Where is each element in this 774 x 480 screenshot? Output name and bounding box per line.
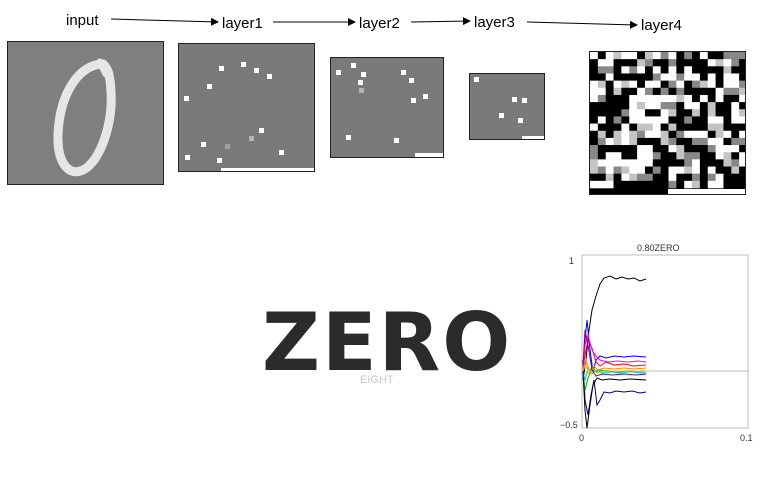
y-tick-top: 1 <box>569 256 575 266</box>
series-orange <box>582 358 647 374</box>
arrow-layer2-layer3 <box>410 17 471 26</box>
layer1-activation-map <box>178 43 315 172</box>
layer2-activation-map <box>330 57 444 158</box>
x-tick-right: 0.1 <box>740 433 753 443</box>
y-tick-bottom: −0.5 <box>560 420 578 430</box>
label-layer4: layer4 <box>641 17 682 34</box>
secondary-class-label: EIGHT <box>360 374 394 386</box>
label-layer1: layer1 <box>222 15 263 32</box>
series-purple <box>582 329 647 377</box>
series-red <box>582 338 647 371</box>
predicted-class-label: ZERO <box>262 296 513 389</box>
series-black-low <box>582 371 647 429</box>
label-layer2: layer2 <box>359 15 400 32</box>
layer4-pixel-grid <box>590 52 745 194</box>
series-cyan <box>582 366 647 381</box>
label-input: input <box>66 12 99 29</box>
arrow-layer3-layer4 <box>526 20 638 29</box>
label-layer3: layer3 <box>474 14 515 31</box>
layer3-activation-map <box>469 73 545 140</box>
digit-zero-drawing <box>53 58 116 177</box>
series-black-top <box>582 275 647 381</box>
series-navy-low <box>582 359 647 416</box>
x-tick-left: 0 <box>579 433 585 443</box>
plot-frame <box>581 254 749 429</box>
input-image <box>7 41 164 185</box>
arrow-input-layer1 <box>110 17 219 26</box>
layer4-activation-map <box>589 51 746 195</box>
series-yellow <box>582 362 647 378</box>
plot-title: 0.80ZERO <box>637 243 680 253</box>
series-green <box>582 364 647 391</box>
